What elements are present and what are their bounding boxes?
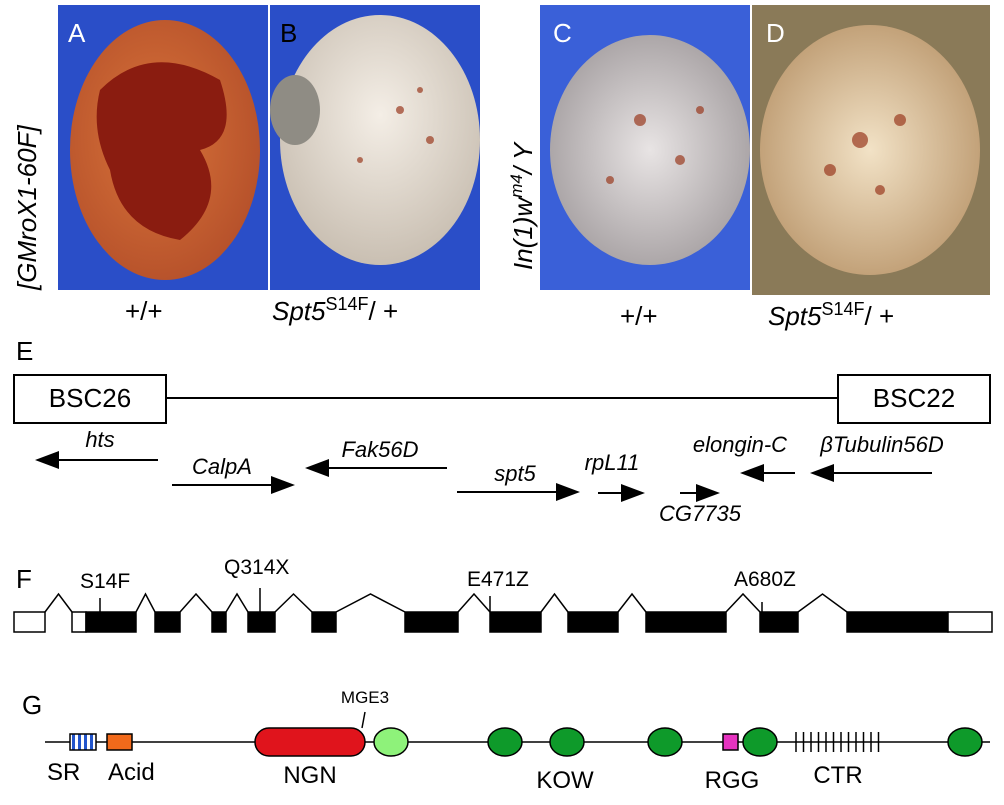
arrow-head <box>696 484 720 502</box>
exon <box>311 611 337 633</box>
domain-label: CTR <box>813 762 862 789</box>
gene-label: spt5 <box>494 461 536 486</box>
intron <box>725 592 761 613</box>
domain-label: RGG <box>705 767 760 794</box>
gene: Spt5 <box>768 301 822 331</box>
panel-letter: A <box>68 18 86 48</box>
arrow-head <box>305 459 329 477</box>
gene: Spt5 <box>272 296 326 326</box>
gene-label: elongin-C <box>693 432 787 457</box>
allele: S14F <box>822 299 865 319</box>
intron <box>135 592 156 613</box>
intron <box>335 593 406 613</box>
exon <box>154 611 181 633</box>
panel-letter: F <box>16 564 32 594</box>
intron <box>274 592 313 613</box>
domain-label: SR <box>47 759 80 786</box>
panel-letter: E <box>16 336 33 366</box>
arrow-head <box>810 464 834 482</box>
exon <box>846 611 949 633</box>
intron <box>540 592 569 613</box>
mutant-label: Spt5S14F/ + <box>768 299 894 331</box>
genotype-base: In(1)w <box>508 196 538 270</box>
exon <box>13 611 46 633</box>
domain-label: Acid <box>108 759 155 786</box>
mutation-label: S14F <box>80 570 130 593</box>
panel-letter: B <box>280 18 297 48</box>
genotype-label: In(1)wm4/ Y <box>507 141 538 270</box>
domain-label: NGN <box>283 762 336 789</box>
genotype-sup: m4 <box>507 174 526 198</box>
exon <box>645 611 727 633</box>
genotype-rest: / Y <box>508 141 538 176</box>
mutant-label: Spt5S14F/ + <box>272 294 398 326</box>
gene-label: CalpA <box>192 454 252 479</box>
photo-panels <box>58 5 990 295</box>
intron <box>179 592 213 613</box>
gene-arrows <box>35 451 932 502</box>
protein-domains <box>45 711 990 757</box>
mutation-label: A680Z <box>734 568 796 591</box>
exon <box>404 611 459 633</box>
wild-label: +/+ <box>620 301 658 331</box>
arrow-head <box>556 483 580 501</box>
deficiency-label: BSC26 <box>49 383 131 413</box>
rest: / + <box>369 296 399 326</box>
intron <box>797 593 848 613</box>
arrow-head <box>740 464 764 482</box>
mutation-label: Q314X <box>224 556 289 579</box>
genotype-label: [GMroX1-60F] <box>12 125 42 291</box>
panel-letter: D <box>766 18 785 48</box>
exon <box>567 611 619 633</box>
arrow-head <box>621 484 645 502</box>
arrow-head <box>35 451 59 469</box>
intron <box>457 592 491 613</box>
intron <box>617 592 647 613</box>
exon <box>247 611 276 633</box>
exon <box>71 611 87 633</box>
arrow-head <box>271 476 295 494</box>
wild-label: +/+ <box>125 296 163 326</box>
exon <box>947 611 993 633</box>
exon <box>211 611 227 633</box>
gene-label: hts <box>85 427 114 452</box>
gene-label: rpL11 <box>585 450 640 475</box>
rest: / + <box>865 301 895 331</box>
gene-label: Fak56D <box>341 437 418 462</box>
exon <box>85 611 137 633</box>
exon <box>489 611 542 633</box>
domain-label: KOW <box>536 767 594 794</box>
panel-letter: G <box>22 690 42 720</box>
panel-letter: C <box>553 18 572 48</box>
allele: S14F <box>326 294 369 314</box>
gene-label: CG7735 <box>659 501 742 526</box>
mutation-label: E471Z <box>467 568 529 591</box>
exon <box>759 611 799 633</box>
domain-label: MGE3 <box>341 688 389 707</box>
deficiency-map <box>13 374 991 424</box>
deficiency-label: BSC22 <box>873 383 955 413</box>
intron <box>225 592 249 613</box>
gene-label: βTubulin56D <box>819 432 944 457</box>
intron <box>44 592 73 613</box>
gene-model <box>13 588 993 633</box>
